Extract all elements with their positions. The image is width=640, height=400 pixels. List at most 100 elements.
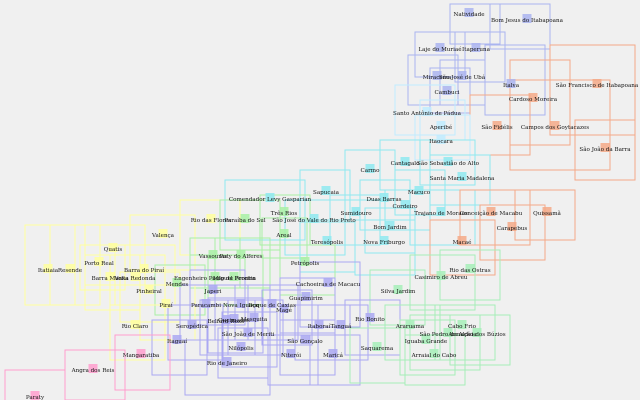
bbox-itaocara <box>414 114 471 161</box>
label-duas-barras: Duas Barras <box>366 197 401 203</box>
centroid-paraiba-do-sul <box>240 214 250 223</box>
label-campos-dos-goytacazes: Campos dos Goytacazes <box>521 125 589 131</box>
centroid-tangua <box>336 320 346 329</box>
label-sumidouro: Sumidouro <box>340 211 372 217</box>
label-santa-maria-madalena: Santa Maria Madalena <box>430 176 495 182</box>
centroid-casimiro-de-abreu <box>436 271 446 280</box>
centroid-mangaratiba <box>136 349 146 358</box>
bbox-campos-dos-goytacazes <box>509 79 611 171</box>
centroid-paty-do-alferes <box>236 250 246 259</box>
label-macuco: Macuco <box>408 190 431 196</box>
centroid-sao-joao-da-barra <box>600 143 610 152</box>
label-quatis: Quatis <box>104 247 123 253</box>
label-mesquita: Mesquita <box>241 317 268 323</box>
centroid-belford-roxo <box>221 315 231 324</box>
bbox-carapebus <box>479 204 546 261</box>
label-carapebus: Carapebus <box>497 226 528 232</box>
bbox-trajano-de-moraes <box>409 189 476 246</box>
centroid-itaperuna <box>471 43 481 52</box>
centroid-cantagalo <box>400 157 410 166</box>
centroid-sumidouro <box>351 207 361 216</box>
centroid-armacao-dos-buzios <box>472 328 482 337</box>
label-silva-jardim: Silva Jardim <box>381 289 416 295</box>
centroid-iguaba-grande <box>421 335 431 344</box>
label-bom-jesus-do-itabapoana: Bom Jesus do Itabapoana <box>491 18 564 24</box>
label-cantagalo: Cantagalo <box>391 161 421 167</box>
centroid-seropedica <box>187 320 197 329</box>
bbox-angra-dos-reis <box>64 349 126 400</box>
centroid-cambuci <box>442 86 452 95</box>
label-porto-real: Porto Real <box>84 261 114 267</box>
bbox-natividade <box>449 3 501 45</box>
centroid-miguel-pereira <box>229 272 239 281</box>
centroid-nova-friburgo <box>379 236 389 245</box>
centroid-sao-pedro-da-aldeia <box>443 328 453 337</box>
label-conceicao-de-macabu: Conceição de Macabu <box>460 210 523 217</box>
bbox-seropedica <box>167 304 224 361</box>
centroid-barra-mansa <box>105 272 115 281</box>
bbox-marica <box>309 334 361 386</box>
centroid-cordeiro <box>400 200 410 209</box>
centroid-macae <box>457 236 467 245</box>
centroid-sao-joao-de-meriti <box>243 328 253 337</box>
centroid-pinheiral <box>144 285 154 294</box>
label-teresopolis: Teresópolis <box>311 239 343 246</box>
label-sao-jose-do-vale-do-rio-preto: São José do Vale do Rio Preto <box>272 217 356 224</box>
bbox-tangua <box>317 304 369 361</box>
centroid-rio-das-ostras <box>465 264 475 273</box>
label-tres-rios: Três Rios <box>271 210 298 217</box>
label-santo-antonio-de-padua: Santo Antônio de Pádua <box>393 110 462 117</box>
label-sao-pedro-da-aldeia: São Pedro da Aldeia <box>419 331 477 338</box>
label-paracambi: Paracambi <box>191 303 221 309</box>
label-arraial-do-cabo: Arraial do Cabo <box>411 353 457 359</box>
centroid-mendes <box>172 278 182 287</box>
centroid-sao-sebastiao-do-alto <box>443 157 453 166</box>
label-valenca: Valença <box>151 233 175 239</box>
label-guapimirim: Guapimirim <box>289 296 323 302</box>
label-queimados: Queimados <box>218 318 250 324</box>
bbox-niteroi <box>267 334 319 386</box>
centroid-quatis <box>108 243 118 252</box>
bbox-sao-joao-da-barra <box>574 119 636 181</box>
centroid-laje-do-muriae <box>435 43 445 52</box>
centroid-resende <box>65 264 75 273</box>
label-marica: Maricá <box>323 352 344 359</box>
label-belford-roxo: Belford Roxo <box>208 319 245 325</box>
label-cabo-frio: Cabo Frio <box>448 324 477 330</box>
label-paraiba-do-sul: Paraíba do Sul <box>224 217 266 224</box>
bbox-sao-goncalo <box>279 319 336 376</box>
label-miracema: Miracema <box>423 75 452 81</box>
centroid-santa-maria-madalena <box>457 172 467 181</box>
bbox-comendador-levy-gasparian <box>224 179 306 241</box>
label-cachoeiras-de-macacu: Cachoeiras de Macacu <box>296 282 361 288</box>
centroid-angra-dos-reis <box>88 364 98 373</box>
bbox-araruama <box>384 304 441 361</box>
label-angra-dos-reis: Angra dos Reis <box>71 368 115 374</box>
bbox-armacao-dos-buzios <box>449 314 511 366</box>
label-nilopolis: Nilópolis <box>228 345 253 352</box>
centroid-barra-do-pirai <box>139 264 149 273</box>
centroid-sao-jose-do-vale-do-rio-preto <box>309 214 319 223</box>
bbox-sao-pedro-da-aldeia <box>409 314 481 371</box>
label-barra-mansa: Barra Mansa <box>92 276 129 282</box>
bbox-bom-jesus-do-itabapoana <box>489 3 551 50</box>
label-areal: Areal <box>275 233 291 239</box>
centroid-duque-de-caxias <box>267 299 277 308</box>
centroid-japeri <box>208 285 218 294</box>
label-mangaratiba: Mangaratiba <box>123 353 160 359</box>
label-macae: Macaé <box>453 239 473 246</box>
centroid-queimados <box>229 314 239 323</box>
bbox-casimiro-de-abreu <box>409 254 476 311</box>
label-sao-francisco-de-itabapoana: São Francisco de Itabapoana <box>556 82 639 89</box>
bbox-valenca <box>129 214 196 271</box>
label-bom-jardim: Bom Jardim <box>373 225 407 231</box>
label-quissama: Quissamã <box>533 210 561 217</box>
centroid-engenheiro-paulo-de-frontin <box>210 272 220 281</box>
bbox-sao-francisco-de-itabapoana <box>549 44 636 136</box>
centroid-nova-iguacu <box>236 299 246 308</box>
centroid-carapebus <box>507 222 517 231</box>
centroid-sao-fidelis <box>492 121 502 130</box>
label-rio-das-ostras: Rio das Ostras <box>449 268 490 274</box>
label-engenheiro-paulo-de-frontin: Engenheiro Paulo de Frontin <box>174 276 256 282</box>
centroid-sapucaia <box>321 186 331 195</box>
